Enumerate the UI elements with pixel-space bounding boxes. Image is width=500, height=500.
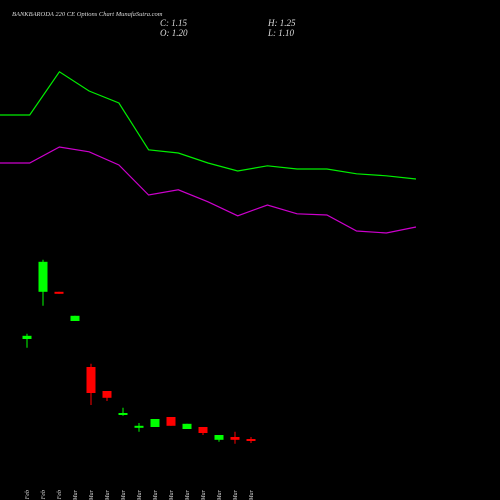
x-tick-label: 16 Mar xyxy=(217,489,223,500)
candle-body xyxy=(150,419,160,427)
x-tick-label: 18 Mar xyxy=(249,489,255,500)
x-tick-label: 02 Mar xyxy=(73,489,79,500)
candle-body xyxy=(166,417,176,426)
candle-body xyxy=(198,427,208,433)
candle-body xyxy=(70,315,80,321)
candle-body xyxy=(102,391,112,398)
average-line xyxy=(0,146,417,234)
candle-body xyxy=(182,423,192,429)
x-tick-label: 17 Mar xyxy=(233,489,239,500)
info-close: C: 1.15 xyxy=(160,18,188,28)
candle-body xyxy=(214,435,224,440)
candle-body xyxy=(246,439,256,441)
candle-body xyxy=(22,335,32,339)
candle-body xyxy=(230,437,240,440)
x-tick-label: 06 Mar xyxy=(121,489,127,500)
x-tick-label: 13 Mar xyxy=(201,489,207,500)
x-tick-label: 05 Mar xyxy=(105,489,111,500)
x-tick-label: 11 Mar xyxy=(169,489,175,500)
candle-body xyxy=(118,413,128,415)
x-tick-label: 27 Feb xyxy=(57,490,63,500)
x-tick-label: 04 Mar xyxy=(88,489,95,500)
candle-body xyxy=(38,261,48,292)
chart-title: BANKBARODA 220 CE Options Chart MunafaSu… xyxy=(12,11,163,18)
info-high: H: 1.25 xyxy=(267,18,296,28)
x-tick-label: 09 Mar xyxy=(137,489,143,500)
candle-body xyxy=(86,367,96,393)
candle-body xyxy=(134,425,144,428)
info-low: L: 1.10 xyxy=(267,28,295,38)
average-line xyxy=(0,70,417,180)
candle-body xyxy=(54,291,64,294)
x-tick-label: 26 Feb xyxy=(41,490,47,500)
x-tick-label: 12 Mar xyxy=(185,489,191,500)
info-open: O: 1.20 xyxy=(160,28,188,38)
x-tick-label: 10 Mar xyxy=(153,489,159,500)
x-tick-label: 25 Feb xyxy=(25,490,31,500)
